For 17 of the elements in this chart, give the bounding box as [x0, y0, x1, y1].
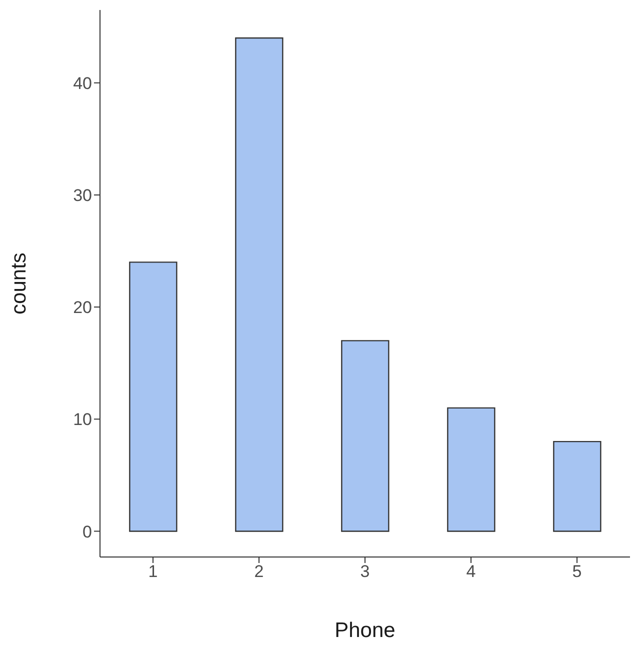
y-axis-title: counts: [7, 252, 30, 314]
y-tick-label: 20: [73, 298, 92, 318]
x-tick-label: 3: [360, 562, 370, 582]
x-axis-title: Phone: [334, 619, 396, 642]
y-tick-label: 10: [73, 410, 92, 430]
bar: [341, 340, 390, 532]
x-tick-label: 1: [148, 562, 158, 582]
x-tick-label: 5: [572, 562, 582, 582]
y-tick-label: 40: [73, 74, 92, 93]
bar: [447, 407, 496, 532]
y-tick-label: 0: [82, 522, 92, 542]
x-tick-label: 2: [254, 562, 264, 582]
y-tick-label: 30: [73, 186, 92, 205]
x-tick-label: 4: [466, 562, 476, 582]
bar: [235, 37, 284, 532]
bar: [553, 440, 602, 532]
bar: [129, 262, 178, 532]
